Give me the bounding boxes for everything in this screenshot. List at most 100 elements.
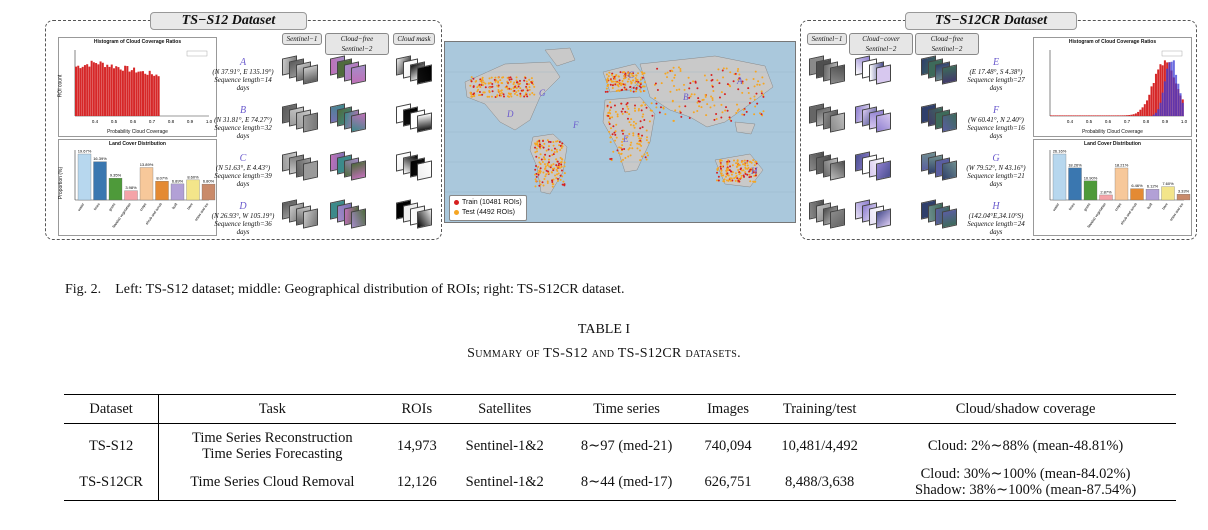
roi-dot — [509, 93, 512, 96]
right-histogram: Histogram of Cloud Coverage Ratios 0.4 0.… — [1033, 37, 1192, 137]
roi-dot — [559, 148, 562, 151]
roi-dot — [556, 150, 559, 153]
roi-dot — [542, 146, 545, 149]
roi-dot — [639, 159, 642, 162]
hist-bar-red — [1058, 115, 1061, 116]
roi-dot — [752, 171, 755, 174]
roi-dot — [639, 83, 642, 86]
hist-bar-red — [1108, 115, 1111, 116]
roi-dot — [743, 113, 746, 116]
roi-dot — [555, 177, 558, 180]
roi-dot — [501, 82, 504, 85]
roi-dot — [535, 147, 538, 150]
roi-dot — [470, 93, 473, 96]
roi-dot — [762, 110, 765, 113]
roi-dot — [528, 86, 531, 89]
roi-dot — [534, 143, 537, 146]
hist-bar-red — [1101, 115, 1104, 116]
roi-dot — [557, 179, 560, 182]
roi-dot — [534, 168, 537, 171]
roi-dot — [562, 180, 565, 183]
roi-dot — [635, 87, 638, 90]
roi-dot — [753, 95, 756, 98]
roi-dot — [726, 109, 729, 112]
roi-dot — [748, 101, 751, 104]
hist-bar-red — [1079, 115, 1082, 116]
roi-dot — [615, 136, 618, 139]
roi-dot — [482, 81, 485, 84]
roi-dot — [647, 154, 650, 157]
roi-dot — [537, 171, 540, 174]
land-value-label: 6.89% — [172, 178, 184, 183]
roi-dot — [683, 88, 686, 91]
roi-dot — [614, 133, 617, 136]
roi-dot — [538, 139, 541, 142]
hist-bar-red — [92, 62, 95, 116]
caption-text: Left: TS-S12 dataset; middle: Geographic… — [115, 282, 625, 297]
roi-dot — [759, 112, 762, 115]
roi-dot — [537, 173, 540, 176]
roi-dot — [563, 184, 566, 187]
roi-dot — [613, 131, 616, 134]
roi-dot — [688, 96, 691, 99]
roi-dot — [614, 110, 617, 113]
roi-sequence-length: Sequence length=14 days — [214, 76, 272, 92]
roi-dot — [640, 109, 643, 112]
roi-dot — [610, 157, 613, 160]
image-tile — [876, 208, 891, 229]
roi-dot — [480, 81, 483, 84]
hist-bar-red — [150, 74, 153, 116]
roi-dot — [556, 177, 559, 180]
roi-dot — [548, 165, 551, 168]
land-bar — [170, 183, 185, 201]
roi-dot — [744, 171, 747, 174]
roi-dot — [680, 115, 683, 118]
roi-dot — [741, 169, 744, 172]
hist-bar-red — [1070, 115, 1073, 116]
roi-dot — [627, 155, 630, 158]
hist-bar-red — [1067, 115, 1070, 116]
roi-dot — [610, 79, 613, 82]
roi-dot — [560, 169, 563, 172]
land-bar — [1161, 186, 1175, 201]
image-tile — [876, 64, 891, 85]
roi-dot — [552, 153, 555, 156]
roi-dot — [606, 90, 609, 93]
hist-bar-red — [1119, 115, 1122, 116]
roi-dot — [716, 179, 719, 182]
roi-dot — [684, 105, 687, 108]
roi-dot — [639, 78, 642, 81]
hist-bar-red — [1150, 86, 1153, 116]
roi-dot — [607, 83, 610, 86]
roi-dot — [557, 172, 560, 175]
hist-bar-red — [99, 61, 102, 116]
right-land-title: Land Cover Distribution — [1084, 141, 1141, 147]
roi-dot — [726, 174, 729, 177]
roi-dot — [561, 183, 564, 186]
roi-dot — [506, 87, 509, 90]
roi-dot — [689, 95, 692, 98]
roi-dot — [654, 97, 657, 100]
roi-dot — [477, 88, 480, 91]
roi-dot — [704, 95, 707, 98]
roi-dot — [536, 143, 539, 146]
roi-dot — [737, 108, 740, 111]
hist-bar-red — [144, 73, 147, 116]
roi-dot — [754, 167, 757, 170]
roi-label-e: E (E 17.48°, S 4.38°) Sequence length=27 d… — [961, 57, 1031, 92]
roi-dot — [611, 116, 614, 119]
roi-dot — [750, 161, 753, 164]
world-map-svg: A B C D E F G H — [445, 47, 795, 195]
roi-dot — [672, 119, 675, 122]
roi-label-c: C (N 51.63°, E 4.43°) Sequence length=39 d… — [208, 153, 278, 188]
hist-tick-label: 0.7 — [149, 119, 156, 124]
roi-letter: H — [992, 201, 1000, 212]
roi-dot — [615, 81, 618, 84]
roi-dot — [545, 173, 548, 176]
hist-tick-label: 0.5 — [1086, 119, 1093, 124]
roi-dot — [543, 163, 546, 166]
left-land-title: Land Cover Distribution — [109, 141, 166, 147]
roi-dot — [690, 93, 693, 96]
roi-dot — [535, 175, 538, 178]
roi-dot — [491, 85, 494, 88]
